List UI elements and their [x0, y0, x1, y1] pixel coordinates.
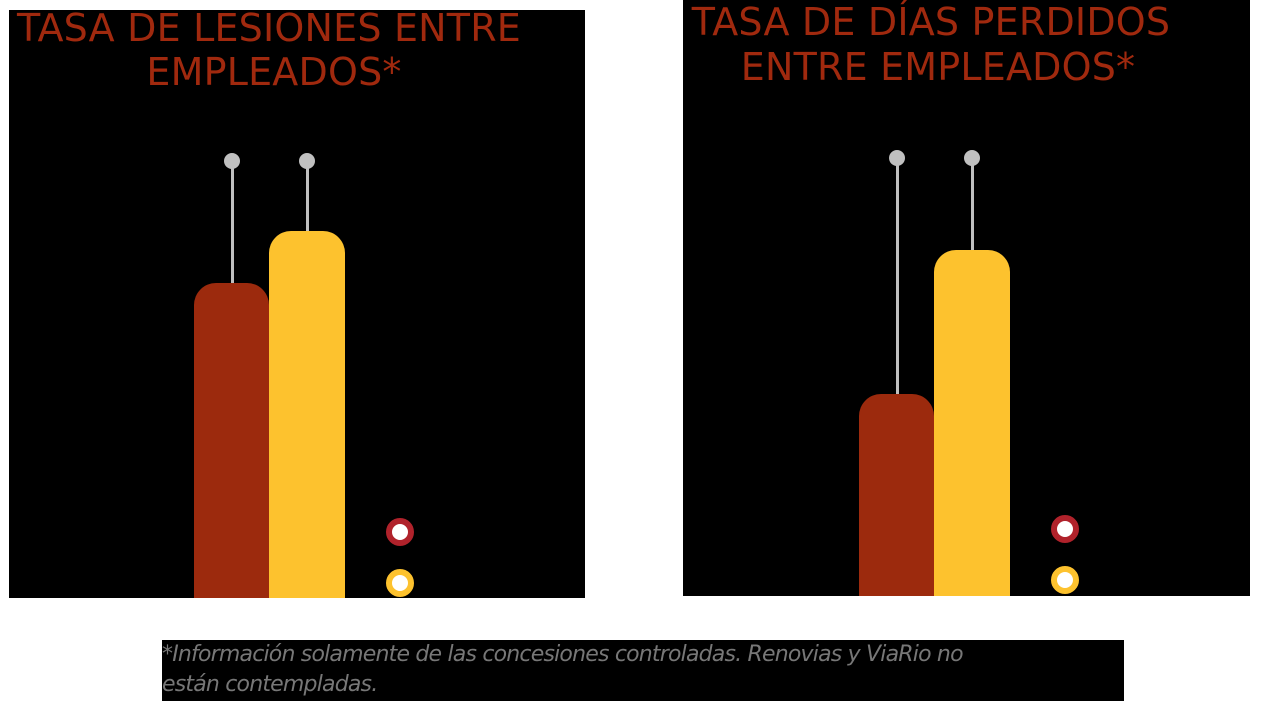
whisker-line	[896, 158, 899, 396]
footnote: *Información solamente de las concesione…	[162, 640, 1124, 701]
whisker-line	[231, 160, 234, 285]
bar-series-2	[269, 231, 345, 598]
chart-panel-dias-perdidos: TASA DE DÍAS PERDIDOS ENTRE EMPLEADOS*	[683, 0, 1250, 596]
whisker-cap-dot	[964, 150, 980, 166]
legend-marker-series-1	[1051, 515, 1079, 543]
chart-panel-lesiones: TASA DE LESIONES ENTRE EMPLEADOS*	[9, 6, 585, 598]
chart-title-line1: TASA DE DÍAS PERDIDOS	[691, 0, 1171, 44]
legend-marker-series-2	[386, 569, 414, 597]
chart-title-line1: TASA DE LESIONES ENTRE	[16, 6, 522, 50]
bar-series-1	[194, 283, 269, 598]
footnote-line1: *Información solamente de las concesione…	[162, 642, 964, 667]
legend-marker-series-1	[386, 518, 414, 546]
whisker-cap-dot	[224, 153, 240, 169]
legend-marker-series-2	[1051, 566, 1079, 594]
chart-title-line2: EMPLEADOS*	[146, 50, 402, 94]
chart-title-line2: ENTRE EMPLEADOS*	[740, 45, 1136, 89]
footnote-line2: están contempladas.	[162, 672, 378, 697]
whisker-line	[306, 160, 309, 235]
bar-series-1	[859, 394, 934, 596]
whisker-line	[971, 158, 974, 253]
whisker-cap-dot	[299, 153, 315, 169]
whisker-cap-dot	[889, 150, 905, 166]
bar-series-2	[934, 250, 1010, 596]
